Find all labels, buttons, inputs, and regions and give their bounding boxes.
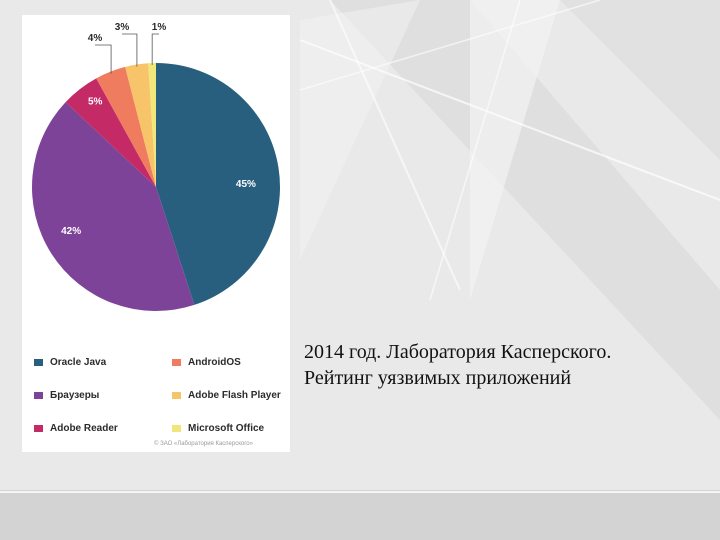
slice-value-label: 45% (236, 179, 256, 190)
slide-caption: 2014 год. Лаборатория Касперского. Рейти… (304, 339, 714, 391)
legend-item: Браузеры (34, 390, 99, 401)
callout-line (95, 44, 112, 74)
legend-item: Oracle Java (34, 357, 106, 368)
legend-label: Браузеры (50, 390, 100, 401)
pie-slice (96, 66, 156, 187)
pie-slice (148, 63, 156, 187)
legend-swatch (172, 425, 181, 432)
pie-slice (32, 102, 195, 311)
slice-value-label: 1% (152, 22, 167, 33)
legend-item: AndroidOS (172, 357, 241, 368)
legend-item: Microsoft Office (172, 423, 264, 434)
legend-label: AndroidOS (188, 357, 241, 368)
slice-value-label: 5% (88, 97, 103, 108)
callout-line (151, 33, 159, 66)
legend-label: Adobe Flash Player (188, 390, 281, 401)
slice-value-label: 3% (115, 22, 130, 33)
pie-slice (125, 63, 156, 187)
chart-card: 45% 42% 5% 4% 3% 1% Oracle Java Браузеры Adobe … (22, 15, 290, 452)
caption-line-1: 2014 год. Лаборатория Касперского. (304, 341, 612, 363)
legend-swatch (34, 425, 43, 432)
legend-item: Adobe Reader (34, 423, 118, 434)
legend-label: Microsoft Office (188, 423, 265, 434)
legend-label: Adobe Reader (50, 423, 118, 434)
slice-value-label: 4% (88, 33, 103, 44)
copyright-note: © ЗАО «Лаборатория Касперского» (154, 441, 253, 447)
legend-label: Oracle Java (50, 357, 107, 368)
callout-line (122, 33, 138, 67)
pie-slice (65, 78, 156, 187)
chart-legend: Oracle Java Браузеры Adobe Reader AndroidOS… (22, 345, 290, 445)
legend-swatch (34, 392, 43, 399)
legend-item: Adobe Flash Player (172, 390, 281, 401)
pie-slice (156, 63, 280, 305)
legend-swatch (172, 392, 181, 399)
pie-chart: 45% 42% 5% 4% 3% 1% (32, 22, 280, 311)
caption-line-2: Рейтинг уязвимых приложений (304, 367, 572, 389)
slice-value-label: 42% (61, 226, 81, 237)
legend-swatch (34, 359, 43, 366)
legend-swatch (172, 359, 181, 366)
